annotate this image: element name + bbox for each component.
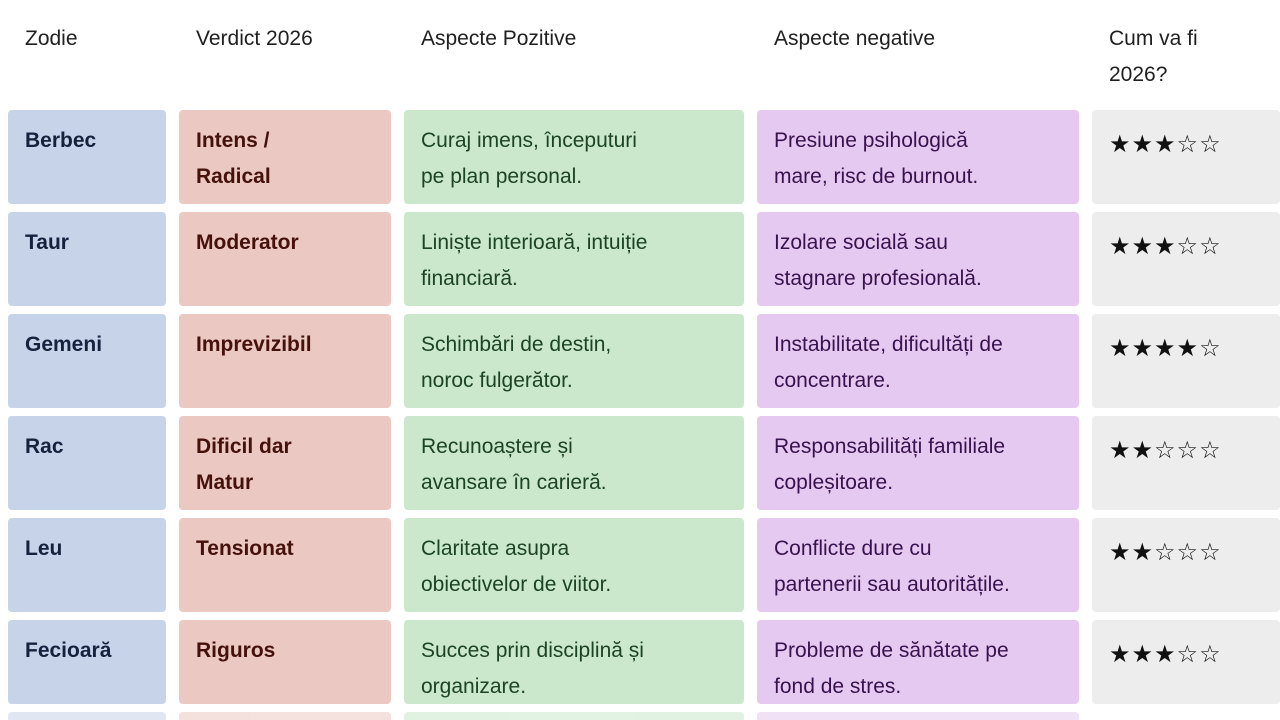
table-row-fecioara: Fecioară Riguros Succes prin disciplină … xyxy=(0,620,1280,704)
header-aspecte-pozitive: Aspecte Pozitive xyxy=(421,27,577,50)
star-rating: ★★☆☆☆ xyxy=(1092,518,1280,612)
cell-verdict: Moderator xyxy=(179,212,391,306)
cell-negative: Izolare socială sau stagnare profesional… xyxy=(757,212,1079,306)
header-cum-va-fi-2026: Cum va fi 2026? xyxy=(1109,27,1198,86)
header-zodie: Zodie xyxy=(25,27,78,50)
table-row-leu: Leu Tensionat Claritate asupra obiective… xyxy=(0,518,1280,612)
cell-zodie: Gemeni xyxy=(8,314,166,408)
cell-verdict: Intens / Radical xyxy=(179,110,391,204)
cell-negative: Conflicte dure cu partenerii sau autorit… xyxy=(757,518,1079,612)
cell-pozitive: Curaj imens, începuturi pe plan personal… xyxy=(404,110,744,204)
star-rating: ★★★☆☆ xyxy=(1092,620,1280,704)
cell-zodie: Rac xyxy=(8,416,166,510)
table-header: Zodie Verdict 2026 Aspecte Pozitive Aspe… xyxy=(0,0,1280,110)
star-rating: ★★★★☆ xyxy=(1092,314,1280,408)
cell-verdict xyxy=(179,712,391,720)
table-row-rac: Rac Dificil dar Matur Recunoaștere și av… xyxy=(0,416,1280,510)
cell-pozitive xyxy=(404,712,744,720)
cell-negative: Instabilitate, dificultăți de concentrar… xyxy=(757,314,1079,408)
cell-pozitive: Recunoaștere și avansare în carieră. xyxy=(404,416,744,510)
table-row-gemeni: Gemeni Imprevizibil Schimbări de destin,… xyxy=(0,314,1280,408)
cell-verdict: Tensionat xyxy=(179,518,391,612)
cell-pozitive: Schimbări de destin, noroc fulgerător. xyxy=(404,314,744,408)
star-rating: ★★★☆☆ xyxy=(1092,110,1280,204)
cell-negative xyxy=(757,712,1079,720)
cell-negative: Responsabilități familiale copleșitoare. xyxy=(757,416,1079,510)
cell-verdict: Imprevizibil xyxy=(179,314,391,408)
cell-verdict: Riguros xyxy=(179,620,391,704)
table-row-berbec: Berbec Intens / Radical Curaj imens, înc… xyxy=(0,110,1280,204)
cell-zodie xyxy=(8,712,166,720)
cell-zodie: Taur xyxy=(8,212,166,306)
cell-zodie: Fecioară xyxy=(8,620,166,704)
cell-rating-empty xyxy=(1092,712,1280,720)
cell-pozitive: Liniște interioară, intuiție financiară. xyxy=(404,212,744,306)
star-rating: ★★☆☆☆ xyxy=(1092,416,1280,510)
cell-negative: Probleme de sănătate pe fond de stres. xyxy=(757,620,1079,704)
header-aspecte-negative: Aspecte negative xyxy=(774,27,936,50)
cell-verdict: Dificil dar Matur xyxy=(179,416,391,510)
cell-negative: Presiune psihologică mare, risc de burno… xyxy=(757,110,1079,204)
cell-pozitive: Claritate asupra obiectivelor de viitor. xyxy=(404,518,744,612)
header-verdict-2026: Verdict 2026 xyxy=(196,27,313,50)
star-rating: ★★★☆☆ xyxy=(1092,212,1280,306)
cell-zodie: Leu xyxy=(8,518,166,612)
table-row-taur: Taur Moderator Liniște interioară, intui… xyxy=(0,212,1280,306)
table-row-partial xyxy=(0,712,1280,720)
cell-pozitive: Succes prin disciplină și organizare. xyxy=(404,620,744,704)
cell-zodie: Berbec xyxy=(8,110,166,204)
